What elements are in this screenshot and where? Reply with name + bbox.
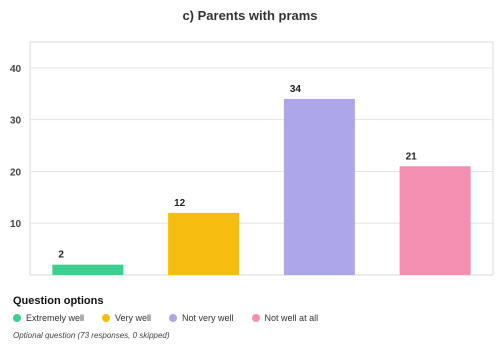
legend-label: Extremely well: [26, 313, 85, 323]
y-tick-label: 10: [10, 219, 22, 230]
legend-item: Not well at all: [251, 313, 319, 323]
legend-label: Not very well: [182, 313, 234, 323]
data-label: 12: [174, 198, 186, 209]
legend-item: Not very well: [169, 313, 234, 323]
legend-label: Not well at all: [264, 313, 319, 323]
y-tick-label: 20: [10, 167, 22, 178]
legend-title: Question options: [13, 295, 104, 307]
data-label: 34: [290, 84, 302, 95]
legend-label: Very well: [115, 313, 152, 323]
legend-item: Extremely well: [13, 313, 84, 323]
plot-frame: [29, 41, 494, 276]
bar: [168, 212, 240, 275]
bar: [399, 166, 471, 275]
footnote: Optional question (73 responses, 0 skipp…: [13, 331, 170, 340]
y-tick-label: 40: [10, 64, 22, 75]
legend-item: Very well: [102, 313, 151, 323]
bar: [52, 264, 124, 275]
legend-swatch: [102, 314, 111, 322]
data-label: 2: [58, 250, 64, 261]
legend: Extremely well Very well Not very well Not …: [13, 313, 336, 323]
legend-swatch: [251, 314, 260, 322]
bar-chart: 10 20 30 40 2 12 34 21: [10, 41, 494, 276]
data-label: 21: [406, 151, 418, 162]
legend-swatch: [169, 314, 178, 322]
y-tick-label: 30: [10, 116, 22, 127]
legend-swatch: [13, 314, 21, 322]
bar: [283, 98, 355, 275]
chart-title: c) Parents with prams: [182, 8, 318, 23]
